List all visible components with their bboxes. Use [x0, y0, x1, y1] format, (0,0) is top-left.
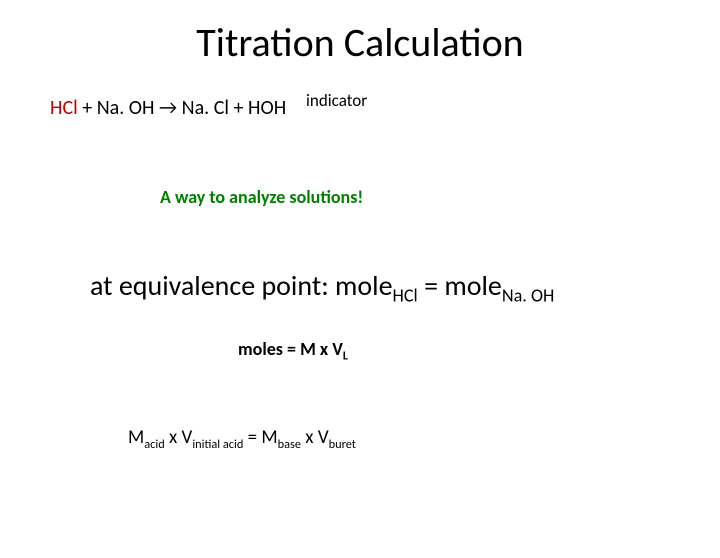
page-title: Titration Calculation [0, 18, 720, 67]
sub-initial: initial acid [192, 437, 243, 452]
plus-2: + [229, 96, 248, 120]
moles-equation: moles = M x VL [238, 338, 348, 364]
reactant-hcl: HCl [50, 96, 78, 120]
moles-text: moles = M x V [238, 338, 343, 360]
macid-equation: Macid x Vinitial acid = Mbase x Vburet [128, 426, 356, 452]
equals-mbase: = M [243, 426, 277, 449]
equiv-sub-hcl: HCl [393, 285, 418, 307]
x-v1: x V [165, 426, 193, 449]
chemical-equation: HCl + Na. OH → Na. Cl + HOH [50, 96, 286, 120]
m-acid: M [128, 426, 144, 449]
sub-buret: buret [329, 437, 356, 452]
x-v2: x V [301, 426, 329, 449]
reactant-naoh: Na. OH [97, 96, 155, 120]
sub-base: base [278, 437, 301, 452]
equiv-mid: = mole [418, 268, 502, 303]
equiv-prefix: at equivalence point: mole [90, 268, 393, 303]
indicator-label: indicator [306, 90, 367, 111]
plus-1: + [78, 96, 97, 120]
sub-acid: acid [144, 437, 164, 452]
product-nacl: Na. Cl [182, 96, 229, 120]
equiv-sub-naoh: Na. OH [502, 285, 555, 307]
reaction-arrow: → [155, 96, 182, 120]
moles-sub-l: L [343, 350, 348, 364]
product-hoh: HOH [248, 96, 286, 120]
analyze-text: A way to analyze solutions! [160, 186, 363, 208]
equivalence-statement: at equivalence point: moleHCl = moleNa. … [90, 268, 554, 307]
